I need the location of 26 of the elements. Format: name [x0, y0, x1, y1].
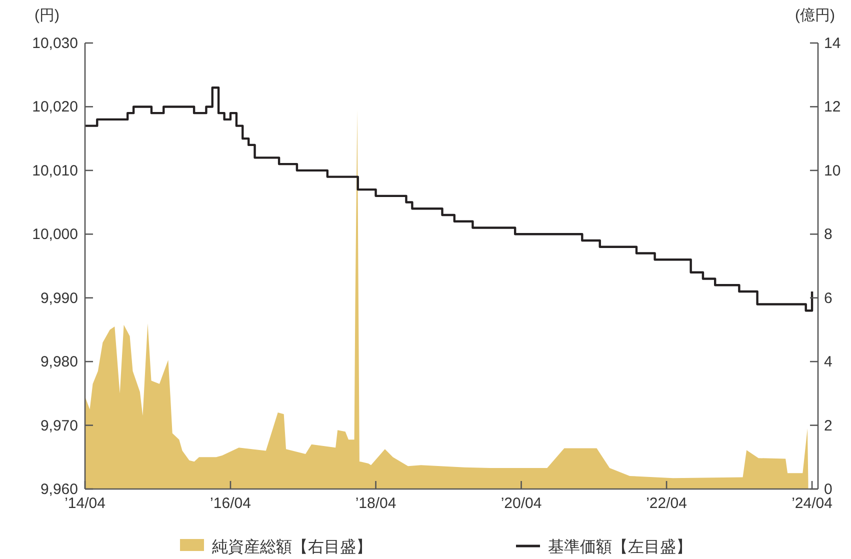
x-tick-label: ’22/04: [646, 495, 687, 512]
y-axis-title: (円): [34, 7, 60, 24]
y2-tick-label: 14: [824, 35, 841, 52]
y-tick-label: 9,960: [40, 481, 78, 498]
y2-tick-label: 8: [824, 226, 832, 244]
y-tick-label: 9,970: [40, 417, 78, 434]
y-tick-label: 9,980: [40, 354, 78, 371]
x-tick-label: ’16/04: [210, 495, 251, 512]
x-tick-label: ’14/04: [64, 495, 106, 512]
y2-tick-label: 6: [824, 290, 832, 307]
x-tick-label: ’24/04: [792, 495, 832, 512]
y2-tick-label: 12: [824, 98, 841, 116]
y-tick-label: 9,990: [40, 290, 78, 307]
y-tick-label: 10,000: [32, 226, 78, 244]
y2-tick-label: 4: [824, 354, 832, 371]
y2-tick-label: 0: [824, 481, 832, 498]
y2-tick-label: 2: [824, 417, 832, 434]
legend-label: 純資産総額【右目盛】: [212, 538, 372, 556]
y2-tick-label: 10: [824, 162, 841, 180]
y2-axis-title: (億円): [795, 7, 835, 24]
y-tick-label: 10,010: [32, 162, 78, 180]
y-tick-label: 10,030: [32, 35, 78, 52]
x-tick-label: ’18/04: [355, 495, 396, 512]
x-tick-label: ’20/04: [500, 495, 542, 512]
legend-label: 基準価額【左目盛】: [548, 538, 692, 556]
y-tick-label: 10,020: [32, 98, 78, 116]
